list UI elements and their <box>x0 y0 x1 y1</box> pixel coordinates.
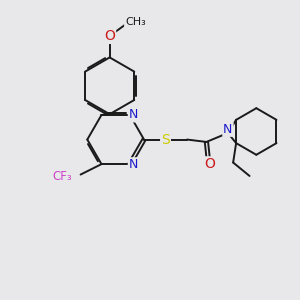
Text: N: N <box>223 123 232 136</box>
Text: N: N <box>129 158 138 171</box>
Text: O: O <box>104 29 115 43</box>
Text: CF₃: CF₃ <box>53 170 73 184</box>
Text: CH₃: CH₃ <box>125 17 146 27</box>
Text: N: N <box>129 109 138 122</box>
Text: S: S <box>161 133 170 146</box>
Text: O: O <box>205 157 215 171</box>
